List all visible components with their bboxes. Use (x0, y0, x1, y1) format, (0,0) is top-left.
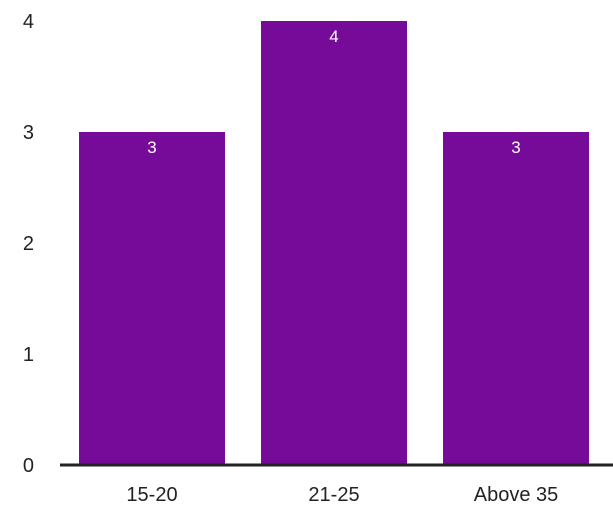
y-tick-label: 0 (23, 455, 34, 477)
x-tick-label: 21-25 (308, 484, 359, 506)
x-axis-ticks: 15-20 21-25 Above 35 (126, 484, 558, 506)
bar-value-label: 4 (329, 27, 338, 46)
x-tick-label: Above 35 (474, 484, 559, 506)
bar-series (79, 21, 589, 465)
data-labels: 3 4 3 (147, 27, 520, 157)
bar[interactable] (79, 132, 225, 465)
bar[interactable] (261, 21, 407, 465)
y-tick-label: 1 (23, 344, 34, 366)
bar-value-label: 3 (511, 138, 520, 157)
bar-value-label: 3 (147, 138, 156, 157)
bar[interactable] (443, 132, 589, 465)
y-tick-label: 3 (23, 122, 34, 144)
x-tick-label: 15-20 (126, 484, 177, 506)
y-tick-label: 2 (23, 233, 34, 255)
y-axis-ticks: 0 1 2 3 4 (23, 11, 34, 477)
y-tick-label: 4 (23, 11, 34, 33)
